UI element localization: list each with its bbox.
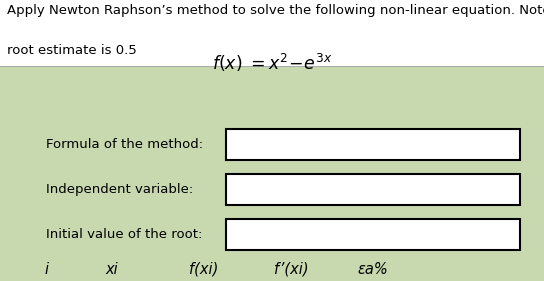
Text: Independent variable:: Independent variable: xyxy=(46,183,194,196)
Text: Apply Newton Raphson’s method to solve the following non-linear equation. Note t: Apply Newton Raphson’s method to solve t… xyxy=(7,4,544,17)
Text: i: i xyxy=(44,262,48,277)
Text: Initial value of the root:: Initial value of the root: xyxy=(46,228,202,241)
Bar xyxy=(226,174,520,205)
Bar xyxy=(0,66,544,281)
Bar xyxy=(226,129,520,160)
Text: f’(xi): f’(xi) xyxy=(274,262,308,277)
Text: Formula of the method:: Formula of the method: xyxy=(46,138,203,151)
Text: $\it{f(x)}$ $= x^2\!-\!e^{3x}$: $\it{f(x)}$ $= x^2\!-\!e^{3x}$ xyxy=(212,52,332,74)
Text: root estimate is 0.5: root estimate is 0.5 xyxy=(7,44,137,56)
Text: xi: xi xyxy=(105,262,118,277)
Text: f(xi): f(xi) xyxy=(189,262,219,277)
Text: εa%: εa% xyxy=(357,262,388,277)
Bar xyxy=(226,219,520,250)
